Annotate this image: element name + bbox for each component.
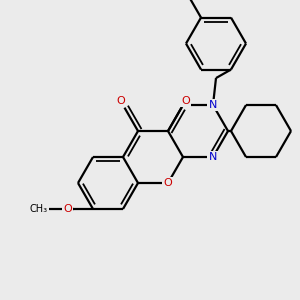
Text: N: N	[209, 100, 217, 110]
Text: O: O	[63, 204, 72, 214]
Text: N: N	[209, 152, 217, 162]
Text: O: O	[181, 96, 190, 106]
Text: CH₃: CH₃	[29, 204, 48, 214]
Text: O: O	[164, 178, 172, 188]
Text: O: O	[116, 96, 125, 106]
